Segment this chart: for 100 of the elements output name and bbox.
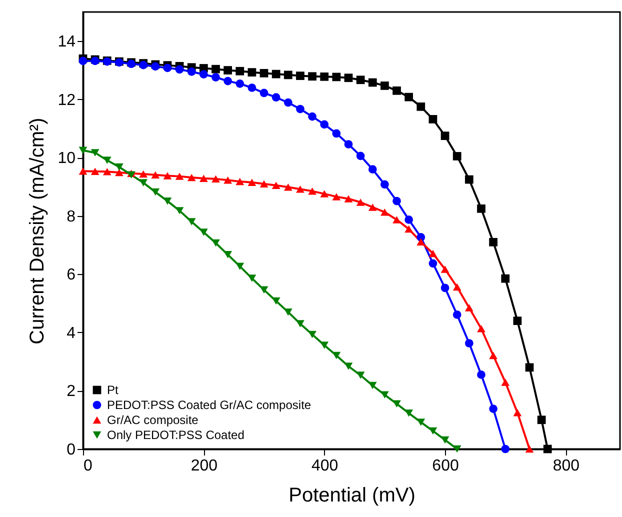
point: [224, 176, 232, 184]
point: [102, 156, 112, 164]
y-tick-label: 12: [58, 92, 76, 109]
point: [175, 65, 184, 74]
point: [284, 183, 292, 191]
point: [320, 120, 329, 129]
x-tick-label: 400: [311, 458, 338, 474]
y-tick-label: 8: [66, 208, 76, 226]
point: [332, 193, 341, 200]
y-tick-label: 4: [66, 324, 76, 342]
point: [543, 444, 552, 454]
point: [236, 79, 244, 88]
point: [139, 170, 148, 178]
point: [296, 104, 304, 114]
point: [344, 74, 353, 82]
point: [440, 132, 450, 140]
point: [525, 445, 534, 453]
point: [380, 391, 389, 398]
point: [452, 445, 462, 453]
point: [151, 188, 160, 196]
point: [489, 238, 498, 246]
point: [320, 72, 329, 81]
point: [537, 416, 546, 424]
point: [392, 216, 401, 224]
point: [428, 115, 438, 124]
point: [368, 78, 377, 87]
point: [368, 165, 377, 174]
point: [78, 167, 88, 175]
point: [356, 76, 365, 84]
point: [163, 64, 172, 72]
point: [344, 140, 353, 148]
point: [115, 168, 124, 176]
point: [236, 178, 244, 186]
point: [452, 152, 462, 160]
point: [236, 66, 244, 76]
point: [260, 88, 268, 98]
point: [212, 73, 220, 82]
point: [187, 174, 196, 182]
legend-label: PEDOT:PSS Coated Gr/AC composite: [107, 398, 312, 412]
y-axis-title: Current Density (mA/cm²): [26, 118, 49, 344]
point: [356, 198, 365, 206]
point: [464, 339, 474, 348]
point: [525, 363, 534, 372]
point: [115, 163, 124, 171]
point: [175, 172, 184, 180]
point: [224, 251, 232, 258]
point: [151, 171, 160, 178]
point: [308, 188, 316, 195]
point: [428, 259, 438, 268]
point: [248, 84, 256, 92]
point: [489, 352, 498, 360]
point: [416, 102, 426, 111]
point: [199, 70, 208, 79]
point: [489, 404, 498, 413]
legend-label: Only PEDOT:PSS Coated: [107, 428, 244, 442]
y-tick-label: 10: [58, 150, 76, 168]
point: [380, 82, 389, 90]
point: [296, 72, 304, 80]
point: [452, 310, 462, 319]
point: [416, 238, 426, 246]
point: [284, 308, 292, 316]
point: [320, 342, 329, 349]
point: [440, 284, 450, 292]
point: [308, 112, 316, 121]
y-tick-label: 6: [66, 266, 76, 284]
point: [501, 444, 510, 454]
point: [452, 283, 462, 291]
point: [296, 186, 304, 193]
point: [513, 316, 522, 325]
point: [513, 408, 522, 416]
x-tick-label: 800: [552, 458, 580, 474]
point: [90, 149, 100, 156]
point: [332, 72, 341, 82]
y-tick-label: 14: [58, 34, 76, 51]
y-tick-label: 2: [66, 383, 76, 400]
point: [440, 266, 450, 273]
point: [236, 262, 244, 270]
x-axis-title: Potential (mV): [288, 484, 416, 506]
point: [392, 400, 401, 408]
point: [187, 218, 196, 226]
point: [332, 352, 341, 360]
point: [248, 68, 256, 76]
point: [284, 70, 292, 80]
point: [296, 320, 304, 328]
point: [404, 410, 414, 417]
point: [260, 68, 268, 78]
point: [404, 225, 414, 233]
point: [320, 190, 329, 198]
point: [344, 362, 353, 370]
point: [284, 98, 292, 107]
point: [332, 129, 341, 138]
point: [464, 304, 474, 312]
point: [428, 250, 438, 258]
legend-label: Pt: [107, 383, 120, 397]
point: [368, 204, 377, 211]
point: [187, 68, 196, 76]
point: [272, 297, 280, 305]
point: [199, 174, 208, 182]
point: [248, 274, 256, 282]
point: [464, 175, 474, 184]
